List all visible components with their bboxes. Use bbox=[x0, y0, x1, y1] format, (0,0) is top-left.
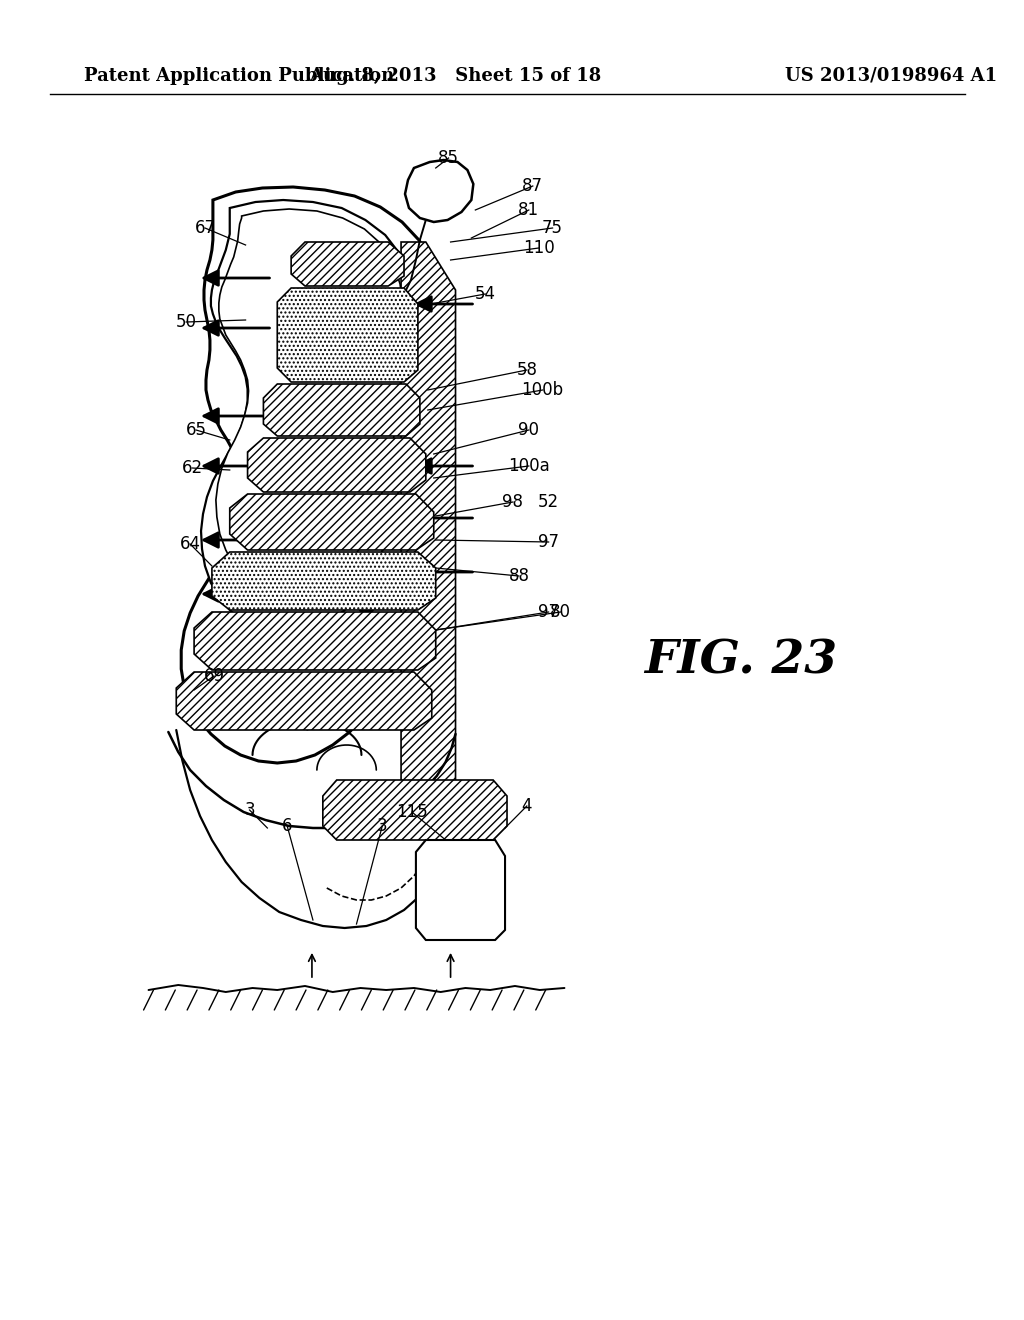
Text: Patent Application Publication: Patent Application Publication bbox=[84, 67, 394, 84]
Text: 6: 6 bbox=[282, 817, 293, 836]
Polygon shape bbox=[248, 438, 426, 492]
Text: 110: 110 bbox=[523, 239, 555, 257]
Polygon shape bbox=[278, 288, 418, 381]
Text: 90: 90 bbox=[518, 421, 540, 440]
Text: FIG. 23: FIG. 23 bbox=[644, 638, 838, 682]
Text: 97: 97 bbox=[538, 603, 559, 620]
Polygon shape bbox=[323, 780, 507, 840]
Text: 3: 3 bbox=[245, 801, 255, 818]
Polygon shape bbox=[201, 201, 412, 634]
Polygon shape bbox=[212, 552, 436, 610]
Text: 98: 98 bbox=[503, 492, 523, 511]
Text: 115: 115 bbox=[396, 803, 428, 821]
Polygon shape bbox=[181, 187, 444, 763]
Polygon shape bbox=[195, 612, 436, 671]
Text: 65: 65 bbox=[185, 421, 207, 440]
Text: 100b: 100b bbox=[521, 381, 564, 399]
Text: 75: 75 bbox=[542, 219, 563, 238]
Polygon shape bbox=[291, 242, 404, 286]
Text: 67: 67 bbox=[195, 219, 215, 238]
Text: US 2013/0198964 A1: US 2013/0198964 A1 bbox=[785, 67, 997, 84]
Text: 54: 54 bbox=[475, 285, 496, 304]
Polygon shape bbox=[401, 242, 456, 840]
Polygon shape bbox=[216, 209, 403, 598]
Text: 3: 3 bbox=[377, 817, 387, 836]
Text: 85: 85 bbox=[438, 149, 459, 168]
Text: 64: 64 bbox=[179, 535, 201, 553]
Text: 69: 69 bbox=[204, 667, 224, 685]
Polygon shape bbox=[406, 160, 473, 222]
Text: 80: 80 bbox=[550, 603, 571, 620]
Text: Aug. 8, 2013   Sheet 15 of 18: Aug. 8, 2013 Sheet 15 of 18 bbox=[309, 67, 602, 84]
Text: 4: 4 bbox=[521, 797, 532, 814]
Polygon shape bbox=[416, 840, 505, 940]
Polygon shape bbox=[229, 494, 434, 550]
Text: 97: 97 bbox=[538, 533, 559, 550]
Text: 50: 50 bbox=[176, 313, 197, 331]
Text: 81: 81 bbox=[518, 201, 540, 219]
Text: 100a: 100a bbox=[508, 457, 550, 475]
Text: 88: 88 bbox=[508, 568, 529, 585]
Polygon shape bbox=[263, 384, 420, 436]
Text: 87: 87 bbox=[522, 177, 544, 195]
Text: 52: 52 bbox=[538, 492, 559, 511]
Text: 62: 62 bbox=[181, 459, 203, 477]
Text: 58: 58 bbox=[516, 360, 538, 379]
Polygon shape bbox=[176, 672, 432, 730]
